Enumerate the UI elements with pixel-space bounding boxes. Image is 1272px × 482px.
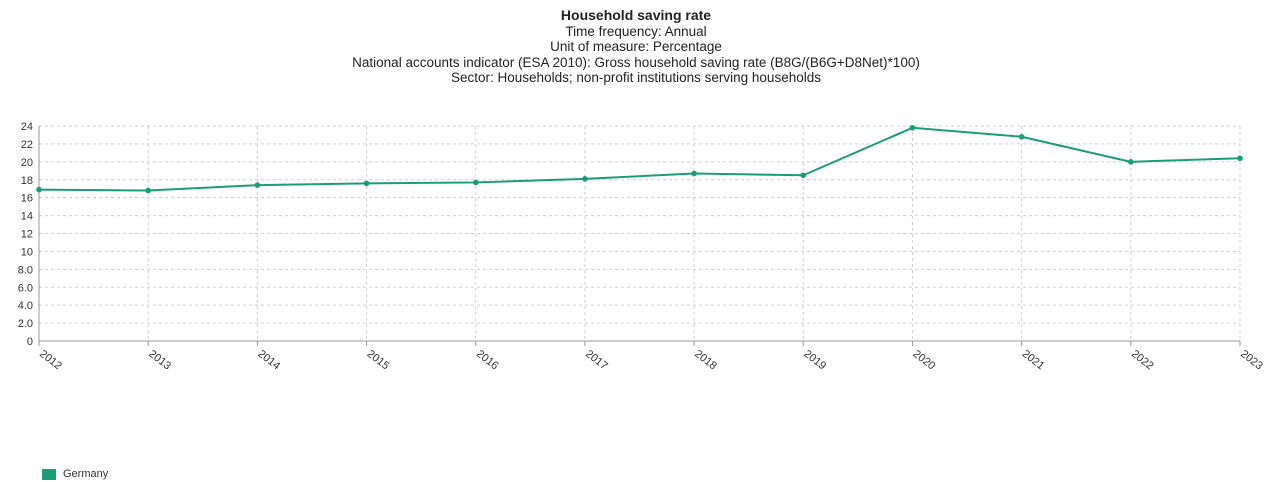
x-tick-label: 2022 — [1129, 348, 1156, 373]
y-tick-label: 20 — [21, 157, 33, 169]
data-point — [909, 124, 916, 131]
x-tick-label: 2019 — [801, 348, 828, 373]
data-point — [472, 179, 479, 186]
data-point — [145, 187, 151, 194]
x-tick-label: 2023 — [1238, 348, 1265, 373]
x-tick-label: 2012 — [37, 348, 64, 373]
y-tick-label: 8.0 — [18, 264, 33, 276]
y-tick-label: 0 — [27, 336, 33, 348]
y-tick-label: 10 — [21, 246, 33, 258]
chart-subtitle-indicator: National accounts indicator (ESA 2010): … — [352, 54, 920, 70]
x-tick-label: 2020 — [911, 348, 938, 373]
data-point — [691, 170, 697, 177]
x-tick-label: 2021 — [1020, 348, 1047, 373]
x-tick-label: 2018 — [692, 348, 719, 373]
legend: Germany — [42, 468, 108, 480]
x-tick-label: 2013 — [146, 348, 173, 373]
x-tick-label: 2017 — [583, 348, 610, 373]
y-tick-label: 4.0 — [18, 300, 33, 312]
y-tick-label: 12 — [21, 229, 33, 241]
y-tick-label: 24 — [21, 121, 33, 133]
data-point — [800, 172, 807, 179]
data-point — [1237, 155, 1243, 162]
chart-subtitle-sector: Sector: Households; non-profit instituti… — [451, 70, 821, 85]
y-tick-label: 18 — [21, 175, 33, 187]
data-point — [254, 182, 261, 188]
y-tick-label: 14 — [21, 211, 33, 223]
chart-titles: Household saving rate Time frequency: An… — [0, 7, 1272, 86]
x-tick-label: 2015 — [365, 348, 392, 373]
y-tick-label: 6.0 — [18, 282, 33, 294]
data-point — [1018, 133, 1025, 140]
data-point — [36, 186, 42, 193]
legend-label[interactable]: Germany — [63, 468, 109, 480]
legend-swatch — [42, 468, 56, 480]
y-tick-label: 22 — [21, 139, 33, 151]
data-point — [1128, 159, 1134, 165]
x-tick-label: 2014 — [256, 348, 283, 373]
series-line-germany — [38, 126, 1241, 192]
data-point — [363, 180, 370, 187]
data-point — [582, 176, 588, 182]
y-tick-label: 16 — [21, 193, 33, 205]
chart-subtitle-frequency: Time frequency: Annual — [565, 23, 707, 39]
y-tick-label: 2.0 — [18, 318, 33, 330]
x-tick-label: 2016 — [474, 348, 501, 373]
chart-subtitle-unit: Unit of measure: Percentage — [550, 39, 722, 54]
chart-title: Household saving rate — [560, 7, 712, 23]
